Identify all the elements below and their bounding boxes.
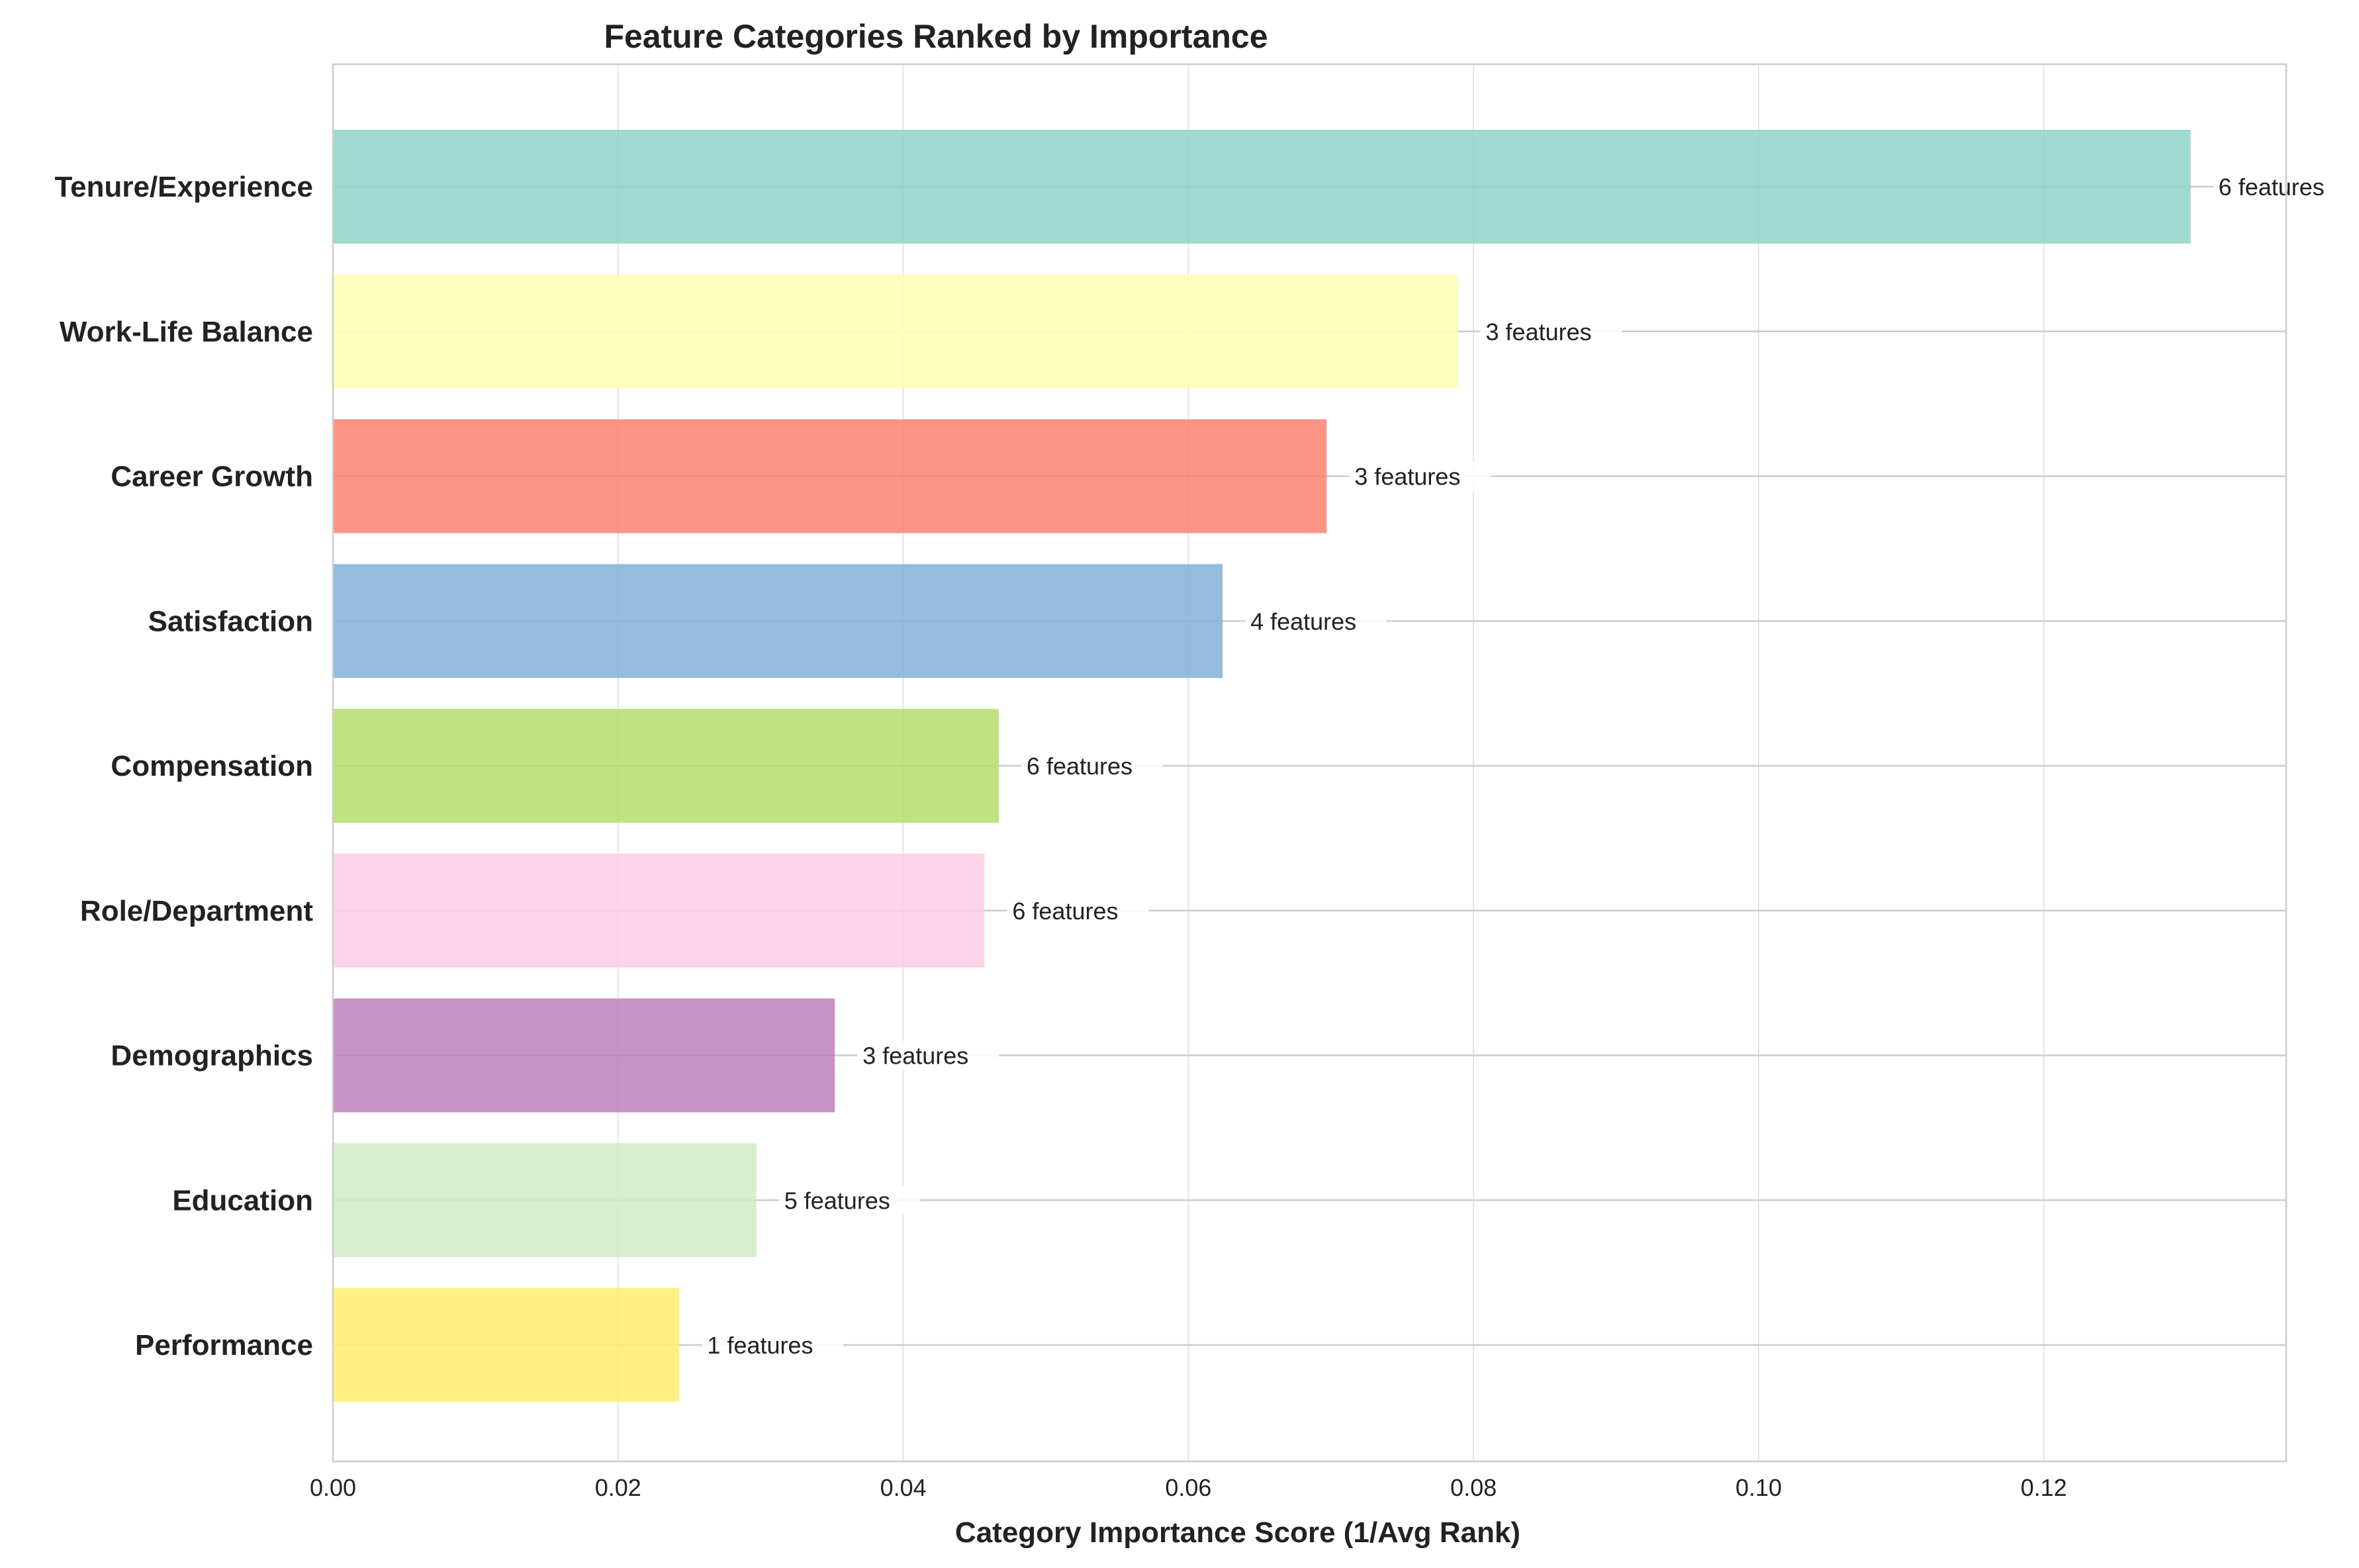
bar-annotation: 5 features bbox=[784, 1187, 890, 1214]
bar-annotation: 3 features bbox=[1354, 463, 1460, 490]
x-tick-label: 0.10 bbox=[1735, 1474, 1782, 1501]
y-tick-label: Career Growth bbox=[111, 461, 313, 493]
bar-annotation: 6 features bbox=[1027, 753, 1133, 780]
y-tick-label: Role/Department bbox=[80, 895, 313, 927]
annotation-background bbox=[2213, 172, 2355, 201]
bar bbox=[333, 274, 1458, 389]
y-tick-label: Tenure/Experience bbox=[55, 171, 313, 203]
x-tick-label: 0.12 bbox=[2021, 1474, 2067, 1501]
bar-annotation: 6 features bbox=[1012, 898, 1118, 925]
x-tick-label: 0.00 bbox=[310, 1474, 356, 1501]
annotation-background bbox=[1007, 896, 1149, 925]
x-tick-label: 0.06 bbox=[1165, 1474, 1211, 1501]
annotation-background bbox=[1021, 751, 1163, 780]
plot-frame bbox=[332, 63, 2288, 1463]
annotation-background bbox=[1245, 606, 1387, 636]
chart-title: Feature Categories Ranked by Importance bbox=[604, 18, 1268, 55]
bar bbox=[333, 419, 1327, 533]
labels-layer: 0.00 0.02 0.04 0.06 0.08 0.10 0.12 Tenure/Exper… bbox=[55, 171, 2355, 1501]
x-tick-label: 0.04 bbox=[880, 1474, 927, 1501]
bar bbox=[333, 853, 985, 968]
bar bbox=[333, 564, 1223, 678]
y-tick-label: Compensation bbox=[111, 750, 313, 782]
bar bbox=[333, 709, 999, 823]
annotation-background bbox=[857, 1040, 999, 1070]
annotation-background bbox=[702, 1330, 844, 1360]
bar bbox=[333, 998, 835, 1113]
y-tick-label: Performance bbox=[135, 1329, 313, 1361]
y-tick-label: Satisfaction bbox=[148, 605, 313, 637]
x-axis-label: Category Importance Score (1/Avg Rank) bbox=[955, 1516, 1520, 1549]
bar-annotation: 6 features bbox=[2219, 173, 2325, 201]
annotation-background bbox=[778, 1185, 921, 1215]
annotation-background bbox=[1349, 461, 1491, 491]
x-tick-label: 0.02 bbox=[595, 1474, 641, 1501]
bar-annotation: 3 features bbox=[862, 1042, 968, 1070]
bar-annotation: 4 features bbox=[1250, 608, 1356, 635]
y-tick-label: Education bbox=[172, 1184, 313, 1217]
bar bbox=[333, 130, 2191, 244]
bars-layer bbox=[333, 130, 2191, 1402]
bar-annotation: 3 features bbox=[1486, 318, 1592, 346]
bar bbox=[333, 1143, 757, 1258]
x-tick-label: 0.08 bbox=[1450, 1474, 1497, 1501]
bar-annotation: 1 features bbox=[707, 1332, 813, 1359]
y-tick-label: Work-Life Balance bbox=[60, 316, 313, 348]
bar bbox=[333, 1288, 680, 1402]
annotation-background bbox=[1480, 316, 1622, 346]
y-tick-label: Demographics bbox=[111, 1040, 313, 1072]
